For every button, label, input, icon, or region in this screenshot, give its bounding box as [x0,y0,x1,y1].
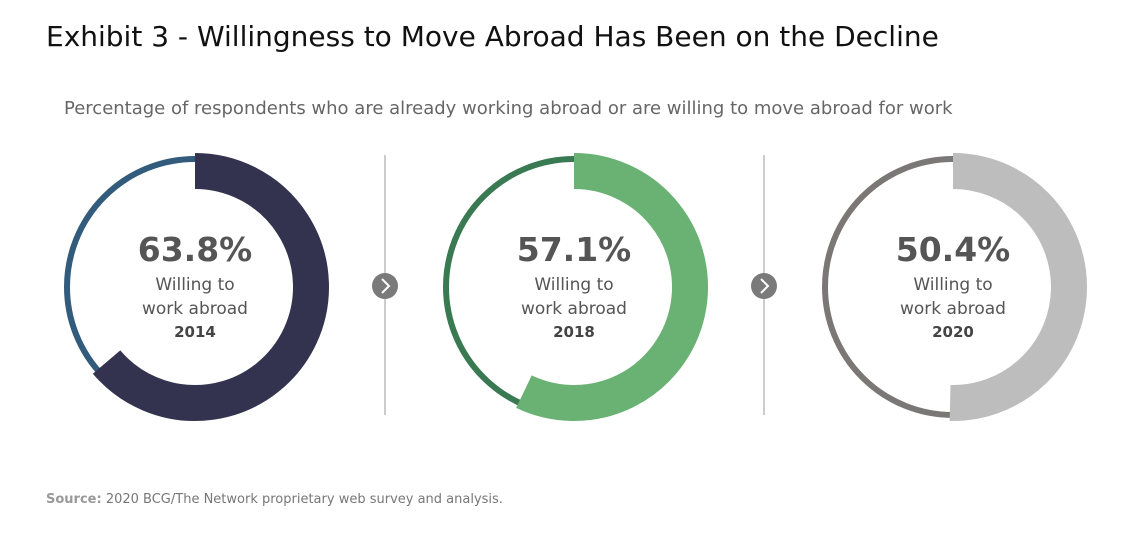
chevron [751,273,777,299]
source: Source: 2020 BCG/The Network proprietary… [46,492,503,507]
donut-center: 50.4% Willing to work abroad 2020 [873,230,1033,341]
donut-arc [516,153,708,421]
donut-arc [949,153,1087,421]
chevron [372,273,398,299]
year: 2014 [174,323,216,341]
year: 2018 [553,323,595,341]
year: 2020 [932,323,974,341]
donut-arc [92,153,329,421]
source-label: Source: [46,492,102,507]
subtitle: Percentage of respondents who are alread… [64,98,953,119]
caption: Willing to work abroad [900,275,1006,319]
value-label: 63.8% [137,230,253,269]
source-text: 2020 BCG/The Network proprietary web sur… [105,492,503,507]
donut-center: 57.1% Willing to work abroad 2018 [494,230,654,341]
caption: Willing to work abroad [142,275,248,319]
title: Exhibit 3 - Willingness to Move Abroad H… [46,20,939,53]
donut-center: 63.8% Willing to work abroad 2014 [115,230,275,341]
caption: Willing to work abroad [521,275,627,319]
value-label: 57.1% [516,230,632,269]
value-label: 50.4% [895,230,1011,269]
